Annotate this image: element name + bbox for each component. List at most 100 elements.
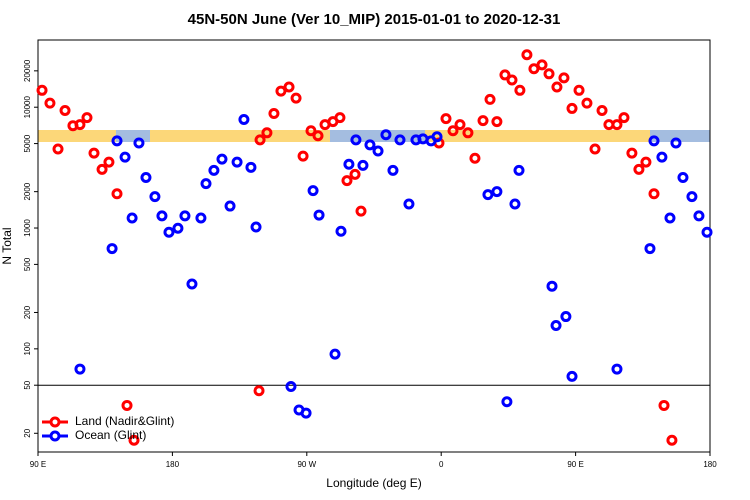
point [283,81,295,93]
point [658,399,670,411]
point [462,127,474,139]
point [307,185,319,197]
y-tick-label: 5000 [23,134,32,152]
point [290,92,302,104]
point [355,205,367,217]
point [666,434,678,446]
point [372,145,384,157]
point [560,311,572,323]
legend-label: Land (Nadir&Glint) [75,414,174,428]
point [664,212,676,224]
y-tick-label: 10000 [23,96,32,119]
point [403,198,415,210]
point [313,209,325,221]
point [349,168,361,180]
point [312,130,324,142]
point [88,147,100,159]
point [701,226,713,238]
point [119,151,131,163]
point [550,320,562,332]
land-band [425,130,650,142]
land-band [150,130,330,142]
point [268,108,280,120]
x-tick-label: 0 [439,460,444,469]
y-tick-label: 500 [23,257,32,271]
point [343,158,355,170]
point [509,198,521,210]
point [200,178,212,190]
y-axis-label: N Total [0,227,14,264]
point [644,243,656,255]
point [521,49,533,61]
point [238,114,250,126]
point [387,164,399,176]
y-tick-label: 50 [23,380,32,389]
x-axis-label: Longitude (deg E) [326,476,421,490]
point [611,363,623,375]
point [514,84,526,96]
legend-label: Ocean (Glint) [75,428,146,442]
point [231,156,243,168]
point [447,125,459,137]
point [81,112,93,124]
point [394,134,406,146]
point [380,129,392,141]
point [611,119,623,131]
point [253,385,265,397]
point [558,72,570,84]
point [245,161,257,173]
point [140,171,152,183]
point [677,171,689,183]
x-tick-label: 180 [166,460,180,469]
point [121,399,133,411]
point [626,147,638,159]
point [491,116,503,128]
chart-title: 45N-50N June (Ver 10_MIP) 2015-01-01 to … [188,11,561,28]
point [254,134,266,146]
point [163,226,175,238]
point [59,104,71,116]
point [149,191,161,203]
point [656,151,668,163]
y-tick-label: 1000 [23,219,32,237]
point [36,84,48,96]
point [431,131,443,143]
point [454,119,466,131]
y-tick-label: 2000 [23,182,32,200]
point [440,113,452,125]
point [640,156,652,168]
point [551,81,563,93]
point [543,68,555,80]
point [186,278,198,290]
point [300,407,312,419]
point [648,135,660,147]
point [536,59,548,71]
y-tick-label: 20000 [23,59,32,82]
point [499,69,511,81]
point [44,97,56,109]
point [133,137,145,149]
point [285,380,297,392]
point [566,370,578,382]
x-tick-label: 180 [703,460,717,469]
point [501,396,513,408]
y-tick-label: 20 [23,428,32,437]
point [126,212,138,224]
point [341,175,353,187]
point [693,210,705,222]
x-tick-label: 90 E [567,460,583,469]
point [106,243,118,255]
point [224,200,236,212]
point [250,221,262,233]
point [364,139,376,151]
point [581,97,593,109]
point [477,115,489,127]
land-band [38,130,116,142]
point [335,225,347,237]
point [596,104,608,116]
point [482,189,494,201]
point [96,163,108,175]
point [111,135,123,147]
x-tick-label: 90 E [30,460,46,469]
point [297,150,309,162]
